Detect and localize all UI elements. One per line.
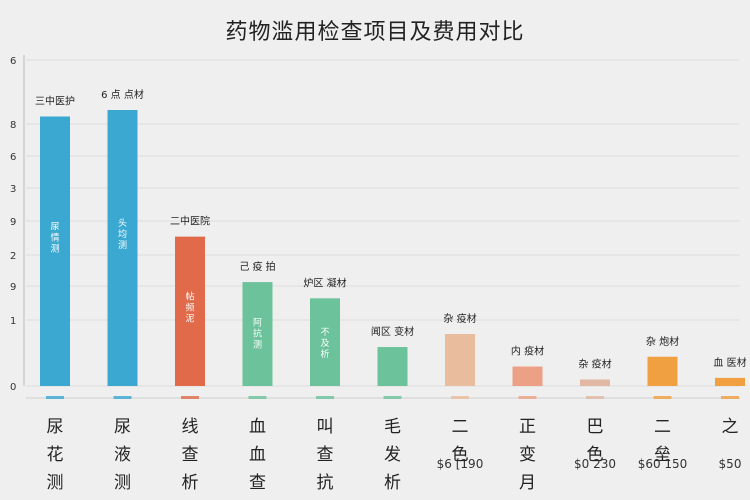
category-label: 垒 (654, 445, 671, 465)
category-label: 毛 (384, 417, 401, 437)
y-tick-label: 2 (10, 251, 16, 262)
category-label: 析 (384, 473, 401, 493)
bar-inner-label: 泥 (185, 313, 194, 324)
bar-inner-label: 阿 (253, 318, 262, 329)
category-label: 尿 (114, 417, 131, 437)
bar-inner-label: 尿 (50, 222, 59, 233)
bar (580, 379, 610, 386)
bar-foot-mark (248, 396, 267, 399)
y-tick-label: 3 (10, 184, 16, 195)
bar-foot-mark (316, 396, 334, 399)
category-label: 花 (47, 445, 64, 465)
bar (445, 334, 475, 386)
y-tick-label: 9 (10, 282, 16, 293)
bar-foot-mark (451, 396, 469, 399)
y-tick-label: 0 (10, 382, 16, 393)
bar-inner-label: 频 (185, 301, 194, 313)
price-label: $60 150 (638, 457, 688, 471)
bar-foot-mark (383, 396, 402, 399)
y-tick-label: 6 (10, 56, 16, 67)
bar-label: 闻区 变材 (371, 325, 414, 338)
category-label: 线 (182, 417, 199, 437)
bar-foot-mark (721, 396, 739, 399)
bar-inner-label: 及 (320, 338, 329, 349)
y-axis: 6 8 6 3 9 2 9 1 0 (10, 55, 25, 393)
bar-label: 杂 疫材 (443, 312, 476, 325)
bar-inner-label: 均 (118, 228, 127, 240)
category-label: 测 (114, 473, 131, 493)
y-tick-label: 8 (10, 120, 16, 131)
bar-label: 杂 疫材 (578, 358, 611, 371)
price-label: $6 [190 (437, 457, 484, 471)
bar (310, 298, 340, 386)
bar-label: 杂 炮材 (646, 335, 679, 348)
category-label: 析 (182, 473, 199, 493)
chart-title: 药物滥用检查项目及费用对比 (225, 20, 525, 45)
bar-label: 6 点 点材 (101, 88, 144, 101)
bars (40, 110, 745, 399)
bar-foot-mark (46, 396, 64, 399)
bar (512, 366, 543, 386)
bar-inner-label: 帖 (185, 290, 194, 302)
category-label: 月 (519, 473, 536, 493)
category-label: 血 (249, 417, 266, 437)
category-label: 查 (249, 473, 266, 493)
gridlines (26, 59, 740, 399)
bar (647, 356, 678, 386)
bar-foot-mark (518, 396, 537, 399)
bar-inner-label: 析 (320, 348, 329, 360)
bar-foot-mark (113, 396, 132, 399)
bar (715, 377, 745, 386)
bar-label: 三中医护 (35, 94, 75, 107)
bar-foot-mark (181, 396, 199, 399)
category-label: 抗 (317, 473, 334, 493)
bar-inner-label: 抗 (253, 328, 262, 340)
bar-inner-label: 头 (118, 218, 127, 229)
category-label: 巴 (587, 417, 604, 437)
bar-label: 二中医院 (170, 215, 210, 228)
category-label: 发 (384, 445, 401, 465)
category-label: 测 (47, 473, 64, 493)
category-label: 查 (182, 445, 199, 465)
category-label: 变 (519, 445, 536, 465)
bar-label: 己 疫 拍 (239, 260, 275, 273)
price-label: $0 230 (574, 457, 616, 471)
bar (377, 347, 408, 386)
bar-foot-mark (586, 396, 604, 399)
y-tick-label: 9 (10, 217, 16, 228)
category-label: 正 (519, 417, 536, 437)
bar-foot-mark (653, 396, 672, 399)
category-label: 血 (249, 445, 266, 465)
bar-inner-label: 情 (50, 232, 59, 244)
bar-inner-label: 测 (50, 244, 59, 255)
category-label: 色 (587, 445, 604, 465)
y-tick-label: 6 (10, 152, 16, 163)
bar (242, 282, 273, 386)
category-label: 叫 (317, 417, 334, 437)
price-label: $50 (719, 457, 742, 471)
bar-label: 炉区 凝材 (303, 276, 346, 289)
bar (40, 116, 70, 387)
bar (107, 110, 138, 386)
category-label: 二 (654, 417, 671, 437)
bar-inner-label: 测 (118, 240, 127, 251)
y-tick-label: 1 (10, 316, 16, 327)
bar-label: 内 疫材 (511, 345, 544, 358)
category-label: 之 (722, 417, 739, 437)
category-label: 二 (452, 417, 469, 437)
bar (175, 236, 205, 386)
bar-label: 血 医材 (713, 356, 746, 369)
bar-inner-label: 测 (253, 340, 262, 351)
bar-inner-label: 不 (320, 327, 329, 338)
category-label: 尿 (47, 417, 64, 437)
category-label: 查 (317, 445, 334, 465)
category-label: 液 (114, 445, 131, 465)
category-label: 色 (452, 445, 469, 465)
